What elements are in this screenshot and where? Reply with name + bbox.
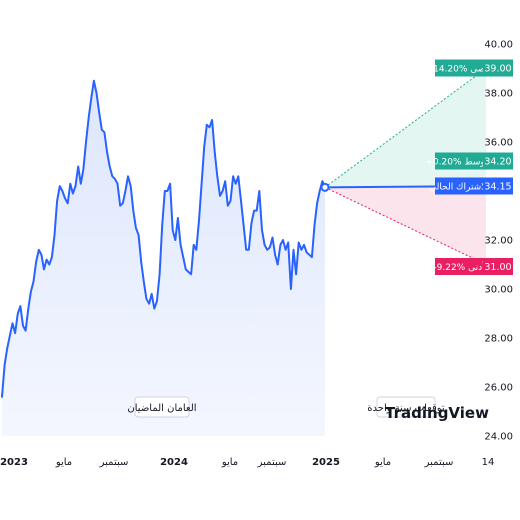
x-tick-label: سبتمبر (424, 457, 454, 468)
forecast-max-tag-label-box (435, 59, 483, 77)
x-tick-label: مايو (374, 457, 391, 468)
price-area (2, 80, 325, 437)
x-tick-label: 2025 (312, 457, 340, 468)
forecast-avg-tag-value-box (483, 152, 513, 170)
forecast-annotation: توقعات سنة واحدة (367, 396, 445, 418)
forecast-min-tag-value-box (483, 258, 513, 275)
y-tick-label: 40.00 (484, 40, 513, 51)
y-tick-label: 24.00 (484, 432, 513, 443)
current-price-tag-value-box (483, 177, 513, 195)
x-tick-label: مايو (55, 457, 72, 468)
y-tick-label: 36.00 (484, 138, 513, 149)
forecast-min-tag: -9.22% أدنى 31.00 (433, 258, 513, 275)
forecast-max-tag-label: +14.20% أقصى (426, 63, 493, 75)
forecast-annotation-label: توقعات سنة واحدة (367, 403, 445, 414)
x-tick-label: 2023 (0, 457, 28, 468)
forecast-min-tag-label: -9.22% أدنى (433, 261, 484, 273)
x-axis: 2023 مايو سبتمبر 2024 مايو سبتمبر 2025 مايو سبتم… (0, 457, 494, 468)
y-tick-label: 38.00 (484, 89, 513, 100)
y-tick-label: 32.00 (484, 236, 513, 247)
x-tick-label: مايو (221, 457, 238, 468)
y-tick-label: 28.00 (484, 334, 513, 345)
x-tick-label: سبتمبر (257, 457, 287, 468)
x-tick-label: 14 (482, 457, 495, 468)
past-annotation-box (134, 396, 190, 418)
y-axis: 24.0026.0028.0030.0032.0034.0036.0038.00… (484, 40, 513, 443)
y-tick-label: 26.00 (484, 383, 513, 394)
past-annotation-label: العامان الماضيان (127, 403, 196, 414)
current-price-tag-value: 34.15 (484, 182, 511, 193)
price-line (1, 79, 326, 398)
forecast-avg-tag-label-box (435, 152, 483, 170)
forecast-avg-tag-value: 34.20 (484, 157, 511, 168)
tradingview-watermark: TradingView (385, 404, 489, 422)
tradingview-wordmark: TradingView (385, 404, 489, 422)
forecast-min-tag-value: 31.00 (484, 262, 511, 273)
y-tick-label: 30.00 (484, 285, 513, 296)
forecast-annotation-box (376, 396, 436, 418)
current-price-tag-label-box (435, 177, 483, 195)
forecast-min-tag-label-box (435, 258, 483, 275)
max-forecast-line (324, 68, 487, 188)
x-tick-label: سبتمبر (99, 457, 129, 468)
x-tick-label: 2024 (160, 457, 188, 468)
lower-forecast-band (325, 186, 486, 265)
current-price-tag-label: الاشتراك الحالي (429, 183, 489, 193)
past-annotation: العامان الماضيان (127, 396, 197, 418)
forecast-avg-tag-label: +0.20% متوسط (425, 158, 492, 168)
current-price-point (320, 182, 330, 192)
forecast-max-tag-value: 39.00 (484, 64, 511, 75)
forecast-max-tag-value-box (483, 59, 513, 77)
min-forecast-line (324, 186, 487, 265)
